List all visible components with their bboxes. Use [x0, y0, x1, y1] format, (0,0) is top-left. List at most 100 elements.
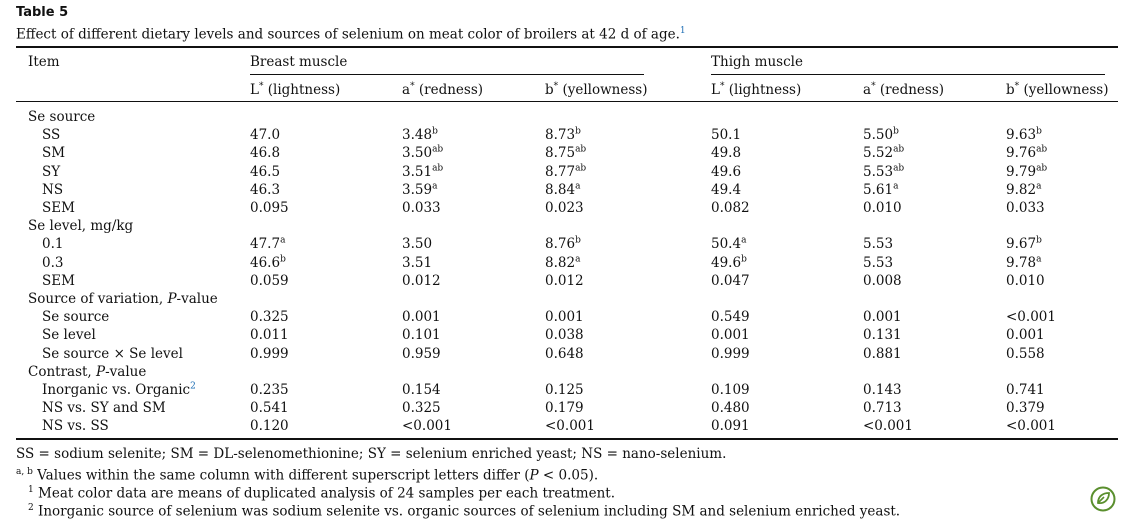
table-cell: 5.52ab — [863, 144, 904, 162]
column-star: * — [1014, 81, 1020, 92]
row-label-text: NS — [42, 181, 64, 198]
table-cell: 8.84a — [545, 181, 580, 199]
row-label-text: 0.1 — [42, 236, 64, 253]
cell-value: 0.325 — [250, 309, 289, 326]
table-cell: 0.741 — [1006, 381, 1045, 399]
row-label: Se source — [42, 308, 109, 326]
table-cell: 0.235 — [250, 381, 289, 399]
cell-value: 0.549 — [711, 309, 750, 326]
cell-value: 0.741 — [1006, 382, 1045, 398]
table-cell: 0.558 — [1006, 345, 1045, 363]
cell-value: <0.001 — [1006, 309, 1056, 326]
table-cell: 3.51ab — [402, 163, 443, 181]
table-cell: 0.179 — [545, 399, 584, 417]
cell-value: 9.63 — [1006, 127, 1037, 144]
cell-superscript: a — [575, 254, 581, 265]
table-cell: 0.001 — [545, 308, 584, 326]
table-cell: 0.059 — [250, 272, 289, 290]
table-cell: 9.78a — [1006, 254, 1041, 272]
top-rule — [16, 46, 1118, 48]
table-cell: 0.109 — [711, 381, 750, 399]
cell-value: 0.143 — [863, 382, 902, 398]
table-cell: 0.713 — [863, 399, 902, 417]
table-cell: 47.7a — [250, 235, 285, 253]
table-cell: 0.010 — [1006, 272, 1045, 290]
column-description: (lightness) — [263, 82, 341, 98]
table-cell: <0.001 — [402, 417, 452, 435]
cell-value: 0.038 — [545, 327, 584, 344]
column-header: L* (lightness) — [250, 81, 340, 99]
cell-value: <0.001 — [402, 418, 452, 435]
cell-value: 0.179 — [545, 400, 584, 417]
cell-value: 0.012 — [402, 272, 441, 289]
cell-value: 0.881 — [863, 345, 902, 362]
row-label-text: SY — [42, 163, 61, 180]
cell-superscript: a — [432, 181, 438, 192]
table-cell: 3.50 — [402, 235, 432, 253]
header-breast-muscle: Breast muscle — [250, 54, 348, 70]
cell-value: <0.001 — [1006, 418, 1056, 435]
table-cell: 0.012 — [545, 272, 584, 290]
footnote-1-mark: 1 — [28, 485, 34, 495]
table-cell: 3.50ab — [402, 144, 443, 162]
column-star: * — [553, 81, 559, 92]
cell-value: 0.023 — [545, 200, 584, 216]
table-cell: 5.53 — [863, 235, 893, 253]
column-star: * — [410, 81, 415, 92]
cell-value: 49.8 — [711, 145, 742, 162]
row-label: NS — [42, 181, 63, 199]
table-cell: 0.999 — [711, 345, 750, 363]
section-label: Se level, mg/kg — [28, 217, 133, 235]
column-symbol: b — [1006, 82, 1015, 98]
row-label: 0.1 — [42, 235, 63, 253]
table-cell: 0.047 — [711, 272, 750, 290]
cell-superscript: a — [280, 235, 286, 246]
cell-value: 46.6 — [250, 254, 281, 271]
cell-superscript: b — [280, 254, 286, 265]
table-cell: 0.325 — [402, 399, 441, 417]
cell-superscript: a — [575, 181, 581, 192]
table-cell: 3.51 — [402, 254, 432, 272]
cell-superscript: a — [1036, 254, 1042, 265]
table-cell: 0.101 — [402, 326, 441, 344]
cell-value: 0.109 — [711, 382, 750, 398]
row-label: NS vs. SY and SM — [42, 399, 166, 417]
cell-value: 47.7 — [250, 236, 281, 253]
table-cell: 0.379 — [1006, 399, 1045, 417]
cell-value: 9.78 — [1006, 254, 1037, 271]
section-label: Contrast, P-value — [28, 363, 146, 381]
cell-value: 0.095 — [250, 200, 289, 216]
column-star: * — [258, 81, 264, 92]
cell-value: 0.008 — [863, 272, 902, 289]
cell-value: 3.48 — [402, 127, 433, 144]
title-footnote-link[interactable]: 1 — [679, 26, 686, 36]
cell-value: 0.959 — [402, 345, 441, 362]
column-header: b* (yellowness) — [1006, 81, 1108, 99]
table-cell: <0.001 — [1006, 417, 1056, 435]
column-star: * — [871, 81, 876, 92]
table-cell: 0.012 — [402, 272, 441, 290]
column-header: L* (lightness) — [711, 81, 801, 99]
open-access-leaf-icon[interactable] — [1090, 486, 1116, 512]
table-cell: 0.125 — [545, 381, 584, 399]
cell-superscript: ab — [432, 163, 444, 174]
footnote-link[interactable]: 2 — [190, 381, 196, 392]
header-item: Item — [28, 54, 60, 70]
row-label: SY — [42, 163, 60, 181]
cell-value: 8.82 — [545, 254, 576, 271]
row-label-italic: P — [167, 291, 177, 307]
row-label-text: SM — [42, 145, 66, 162]
table-cell: 5.61a — [863, 181, 898, 199]
cell-value: 0.001 — [1006, 327, 1045, 344]
table-cell: 0.008 — [863, 272, 902, 290]
column-header: a* (redness) — [402, 81, 483, 99]
cell-superscript: b — [1036, 235, 1042, 246]
table-cell: 0.549 — [711, 308, 750, 326]
table-cell: 0.001 — [1006, 326, 1045, 344]
table-cell: 46.3 — [250, 181, 280, 199]
table-cell: 9.67b — [1006, 235, 1042, 253]
table-cell: 46.8 — [250, 144, 280, 162]
cell-value: 0.154 — [402, 382, 441, 398]
cell-value: 9.79 — [1006, 163, 1037, 180]
table-cell: 0.120 — [250, 417, 289, 435]
